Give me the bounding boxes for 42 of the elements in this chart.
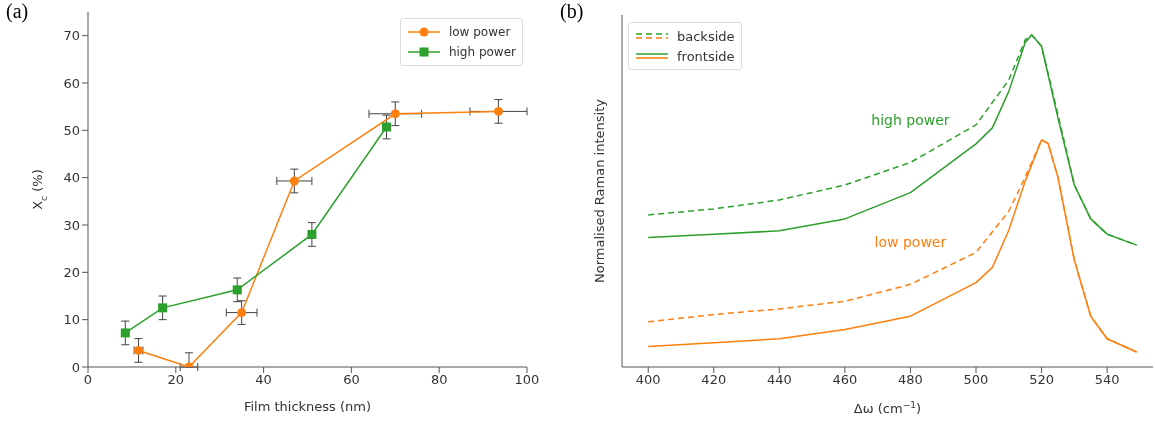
x-tick-label: 100 [514,372,540,388]
point [289,176,299,186]
point [382,122,392,132]
y-tick-label: 70 [63,28,80,44]
x-tick-label: 40 [255,372,272,388]
legend-label: frontside [677,48,735,64]
legend-label: low power [448,25,511,39]
y-tick-label: 30 [63,217,80,233]
x-tick-label: 460 [832,372,858,388]
legend-label: backside [677,28,735,44]
y-tick-label: 0 [71,359,80,375]
x-tick-label: 400 [635,372,661,388]
x-tick-label: 540 [1094,372,1120,388]
x-tick-label: 0 [83,372,93,388]
point [390,109,400,119]
y-tick-label: 60 [63,75,80,91]
x-tick-label: 500 [963,372,989,388]
y-tick-label: 20 [63,264,80,280]
x-tick-label: 20 [167,372,185,388]
x-axis-title: Δω (cm$^{−1}$) [853,400,922,416]
x-tick-label: 420 [701,372,727,388]
x-axis-title: Film thickness (nm) [243,399,372,414]
x-tick-label: 80 [430,372,448,388]
point [232,285,242,295]
point [158,303,168,313]
point [237,308,247,318]
y-axis-title: Normalised Raman intensity [592,98,607,283]
x-tick-label: 520 [1029,372,1054,388]
y-tick-label: 50 [63,122,80,138]
annotation: low power [874,234,947,251]
chart-title: (a) [6,0,29,23]
annotation: high power [871,112,950,129]
chart-title: (b) [560,0,584,23]
y-tick-label: 40 [63,170,80,186]
point [307,229,317,239]
legend-label: high power [448,45,516,59]
y-tick-label: 10 [63,312,80,328]
x-tick-label: 440 [766,372,792,388]
point [493,106,503,116]
point [120,328,130,338]
x-tick-label: 480 [898,372,923,388]
x-tick-label: 60 [343,372,360,388]
